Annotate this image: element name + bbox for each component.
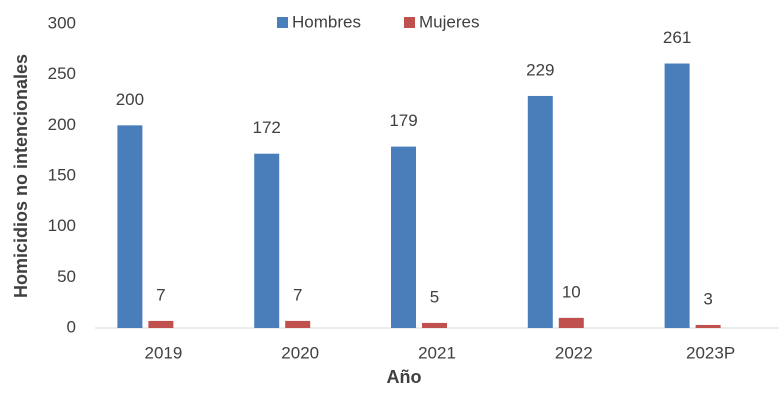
x-tick-label: 2021 xyxy=(418,343,456,362)
data-label: 7 xyxy=(293,285,302,304)
y-tick-label: 250 xyxy=(48,64,76,83)
data-label: 3 xyxy=(703,289,712,308)
bar xyxy=(254,153,280,328)
x-axis-title: Año xyxy=(387,367,422,387)
bar xyxy=(285,320,311,328)
bar xyxy=(117,125,143,328)
y-tick-label: 100 xyxy=(48,216,76,235)
data-label: 10 xyxy=(562,282,581,301)
bar xyxy=(422,322,447,328)
bar xyxy=(695,324,721,328)
data-label: 5 xyxy=(430,287,439,306)
bar xyxy=(148,320,174,328)
x-tick-label: 2023P xyxy=(686,343,735,362)
x-tick-label: 2019 xyxy=(144,343,182,362)
data-label: 172 xyxy=(253,118,281,137)
legend-label: Mujeres xyxy=(419,12,479,31)
y-tick-label: 150 xyxy=(48,165,76,184)
data-label: 7 xyxy=(156,285,165,304)
y-tick-label: 300 xyxy=(48,13,76,32)
data-label: 261 xyxy=(663,28,691,47)
x-tick-label: 2022 xyxy=(555,343,593,362)
data-label: 179 xyxy=(389,111,417,130)
legend-swatch xyxy=(404,17,415,28)
y-tick-label: 50 xyxy=(57,267,76,286)
legend-label: Hombres xyxy=(292,12,361,31)
y-tick-label: 200 xyxy=(48,115,76,134)
bar xyxy=(558,317,584,328)
legend-swatch xyxy=(277,17,288,28)
data-label: 200 xyxy=(116,90,144,109)
x-tick-label: 2020 xyxy=(281,343,319,362)
y-axis-title: Homicidios no intencionales xyxy=(11,54,31,298)
bar xyxy=(391,146,416,328)
data-label: 229 xyxy=(526,60,554,79)
bar xyxy=(527,95,553,329)
bar xyxy=(664,63,690,329)
y-tick-label: 0 xyxy=(67,317,76,336)
